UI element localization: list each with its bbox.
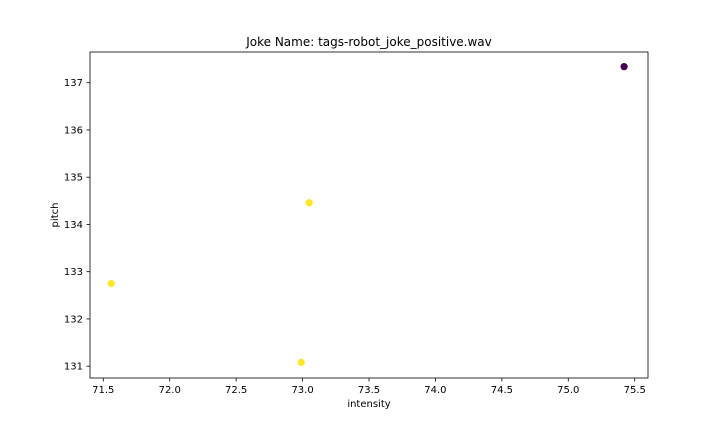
x-tick-label: 74.5 — [491, 385, 513, 396]
y-tick-label: 137 — [64, 78, 83, 89]
x-tick-label: 74.0 — [424, 385, 446, 396]
y-tick-label: 133 — [64, 267, 83, 278]
y-tick-label: 132 — [64, 314, 83, 325]
x-axis-label: intensity — [347, 399, 390, 410]
y-tick-label: 134 — [64, 220, 83, 231]
data-point — [620, 63, 628, 71]
x-tick-label: 73.5 — [358, 385, 380, 396]
plot-area: 71.5 72.0 72.5 73.0 73.5 74.0 74.5 75.0 75.5 131 1… — [64, 63, 646, 396]
data-point — [305, 199, 313, 207]
y-tick-label: 131 — [64, 362, 83, 373]
x-tick-label: 71.5 — [92, 385, 114, 396]
data-point — [107, 279, 115, 288]
x-tick-label: 72.0 — [159, 385, 181, 396]
y-tick-label: 136 — [64, 125, 83, 136]
x-tick-label: 72.5 — [225, 385, 247, 396]
x-tick-label: 73.0 — [291, 385, 313, 396]
y-tick-label: 135 — [64, 173, 83, 184]
plot-frame — [89, 51, 649, 379]
data-point — [297, 358, 305, 367]
y-axis-label: pitch — [50, 203, 61, 228]
x-tick-label: 75.0 — [557, 385, 579, 396]
chart-title: Joke Name: tags-robot_joke_positive.wav — [245, 35, 492, 49]
x-tick-label: 75.5 — [624, 385, 646, 396]
